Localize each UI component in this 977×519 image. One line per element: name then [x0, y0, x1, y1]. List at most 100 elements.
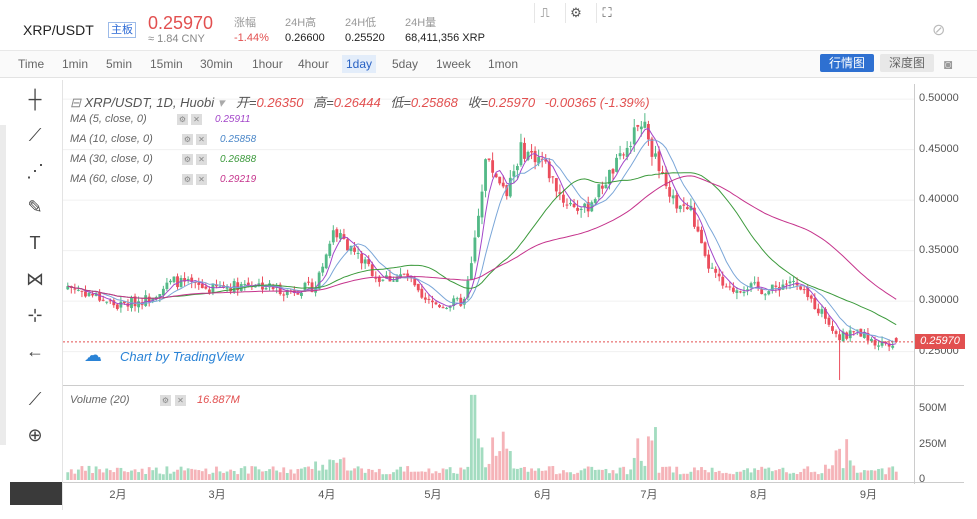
candle-body [650, 138, 654, 157]
volume-bar [501, 431, 505, 480]
volume-bar [540, 470, 544, 480]
timeframe-1mon[interactable]: 1mon [488, 57, 519, 71]
time-axis[interactable] [63, 482, 964, 483]
volume-bar [406, 466, 410, 480]
candle-body [353, 247, 356, 252]
tab-depth-button[interactable]: 深度图 [880, 54, 934, 72]
ma5-close-icon[interactable]: ✕ [191, 114, 202, 125]
candle-body [367, 259, 371, 265]
ma30-label[interactable]: MA (30, close, 0) [70, 153, 153, 165]
ma5-settings-icon[interactable]: ⚙ [177, 114, 188, 125]
volume-bar [427, 468, 431, 480]
low-value: 0.25868 [410, 95, 458, 110]
volume-bar [342, 457, 346, 480]
legend-dropdown-icon[interactable]: ▾ [217, 95, 225, 110]
text-icon[interactable]: T [29, 233, 41, 253]
chart-style-icon[interactable]: ⎍ [534, 3, 555, 23]
ma60-settings-icon[interactable]: ⚙ [182, 174, 193, 185]
candle-body [862, 332, 866, 338]
volume-close-icon[interactable]: ✕ [175, 395, 186, 406]
candle-body [770, 284, 774, 291]
ma30-close-icon[interactable]: ✕ [196, 154, 207, 165]
volume-bar [204, 468, 208, 480]
volume-settings-icon[interactable]: ⚙ [160, 395, 171, 406]
chart-legend: ⊟ XRP/USDT, 1D, Huobi ▾ 开=0.26350 高=0.26… [70, 92, 650, 111]
candle-body [551, 176, 555, 178]
collapse-icon[interactable]: ⊟ [70, 95, 81, 110]
volume-bar [827, 468, 831, 480]
volume-bar [632, 457, 636, 480]
timeframe-5min[interactable]: 5min [106, 57, 133, 71]
volume-bar [151, 470, 155, 480]
volume-bar [862, 470, 866, 480]
candle-body [108, 300, 112, 302]
volume-bar [466, 466, 470, 480]
ma60-label[interactable]: MA (60, close, 0) [70, 173, 153, 185]
zoom-icon[interactable]: ⊕ [27, 425, 43, 445]
volume-bar [693, 467, 696, 480]
symbol[interactable]: XRP/USDT [23, 22, 94, 38]
tradingview-attribution[interactable]: Chart by TradingView [120, 349, 244, 364]
volume-bar [317, 470, 321, 480]
hide-eye-icon[interactable]: ⊘ [932, 22, 946, 39]
volume-bar [852, 465, 856, 480]
timeframe-1week[interactable]: 1week [436, 57, 471, 71]
ma10-close-icon[interactable]: ✕ [196, 134, 207, 145]
volume-bar [388, 474, 392, 480]
pitchfork-icon[interactable]: ⋰ [26, 161, 44, 181]
candle-body [760, 289, 764, 295]
candle-body [632, 127, 636, 145]
bottom-scroll-bar[interactable] [10, 482, 62, 505]
timeframe-1hour[interactable]: 1hour [252, 57, 283, 71]
timeframe-30min[interactable]: 30min [200, 57, 233, 71]
ma10-label[interactable]: MA (10, close, 0) [70, 133, 153, 145]
tab-chart-button[interactable]: 行情图 [820, 54, 874, 72]
volume-bar [824, 464, 827, 480]
ma30-settings-icon[interactable]: ⚙ [182, 154, 193, 165]
brush-icon[interactable]: ✎ [27, 197, 43, 217]
timeframe-time[interactable]: Time [18, 57, 45, 71]
candle-body [707, 254, 711, 269]
candle-body [728, 286, 732, 288]
volume-bar [735, 471, 739, 480]
back-arrow-icon[interactable]: ← [26, 341, 44, 361]
ruler-icon[interactable]: ⟋ [28, 389, 42, 409]
volume-bar [338, 459, 342, 480]
timeframe-1day[interactable]: 1day [342, 55, 377, 73]
fullscreen-icon[interactable]: ⛶ [596, 3, 617, 23]
volume-bar [69, 469, 73, 480]
timeframe-4hour[interactable]: 4hour [298, 57, 329, 71]
candle-body [469, 263, 473, 280]
trendline-icon[interactable]: ⟋ [28, 125, 42, 145]
volume-bar [197, 470, 201, 480]
candle-body [891, 345, 895, 348]
price-axis[interactable] [914, 84, 915, 484]
volume-bar [636, 438, 640, 480]
pattern-icon[interactable]: ⋈ [26, 269, 44, 289]
settings-gear-icon[interactable]: ⚙ [565, 3, 586, 23]
candle-body [809, 295, 813, 299]
stat-value-high: 0.26600 [285, 32, 325, 44]
stat-label-volume: 24H量 [405, 17, 437, 29]
timeframe-1min[interactable]: 1min [62, 57, 89, 71]
candle-body [285, 289, 289, 296]
volume-bar [657, 472, 661, 480]
candle-body [328, 243, 332, 256]
measure-icon[interactable]: ⊹ [27, 305, 43, 325]
candle-body [515, 166, 519, 171]
candle-body [671, 195, 675, 199]
candle-body [346, 239, 349, 251]
volume-bar [384, 474, 388, 480]
ma5-label[interactable]: MA (5, close, 0) [70, 113, 147, 125]
camera-icon[interactable]: ◙ [944, 56, 953, 72]
pane-divider[interactable] [63, 385, 964, 386]
candle-body [657, 151, 661, 171]
timeframe-5day[interactable]: 5day [392, 57, 419, 71]
ma10-settings-icon[interactable]: ⚙ [182, 134, 193, 145]
ma60-close-icon[interactable]: ✕ [196, 174, 207, 185]
crosshair-icon[interactable]: ┼ [28, 89, 42, 109]
volume-bar [689, 471, 693, 480]
timeframe-15min[interactable]: 15min [150, 57, 183, 71]
volume-bar [158, 473, 162, 480]
